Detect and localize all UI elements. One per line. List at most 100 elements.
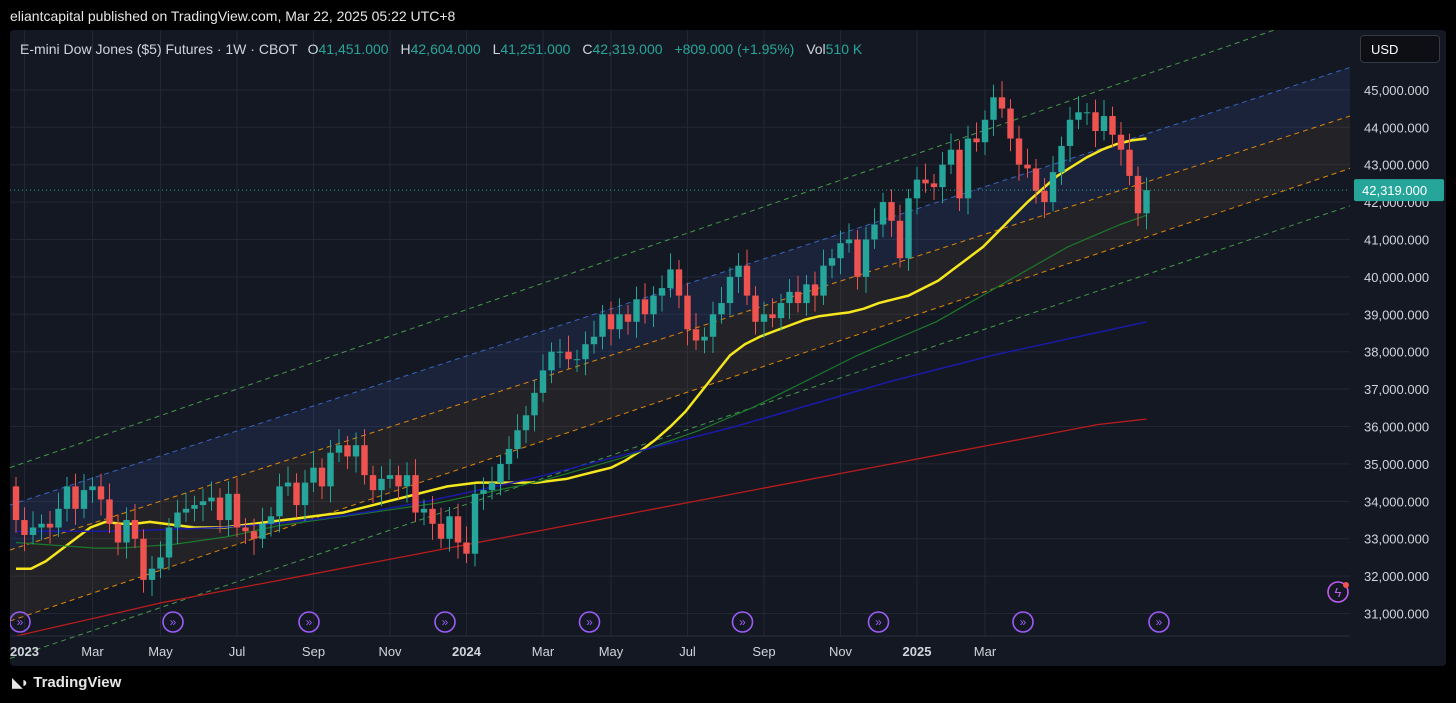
event-arrow-icon: » [1156, 615, 1163, 629]
channel-line-lower [10, 205, 1351, 659]
candle-body [845, 239, 853, 244]
event-arrow-icon: » [17, 615, 24, 629]
candle-body [820, 265, 827, 296]
candle-body [803, 284, 810, 304]
candle-body [1007, 108, 1014, 139]
candle-body [327, 452, 334, 487]
x-tick-label: 2023 [10, 644, 39, 659]
candle-body [1100, 116, 1108, 131]
candle-body [63, 486, 71, 509]
candle-body [998, 97, 1006, 109]
open-value: 41,451.000 [318, 41, 389, 57]
candle-body [250, 531, 258, 539]
candle-body [174, 512, 181, 528]
channel-band-upper [10, 67, 1350, 550]
chart-panel[interactable]: 31,000.000 32,000.000 33,000.000 34,000.000… [10, 30, 1446, 666]
candle-body [701, 336, 708, 341]
candle-body [488, 482, 496, 491]
x-tick-label: 2024 [452, 644, 482, 659]
candle-body [463, 542, 470, 554]
candle-body [888, 202, 895, 221]
candle-body [743, 265, 751, 296]
candle-body [284, 482, 292, 487]
candle-body [395, 475, 402, 487]
candle-body [633, 299, 640, 322]
candle-body [930, 183, 938, 188]
candle-body [1066, 119, 1074, 146]
y-tick-label: 38,000.000 [1364, 345, 1429, 360]
candle-body [718, 303, 725, 315]
x-tick-label: Nov [829, 644, 853, 659]
candle-body [165, 527, 173, 558]
y-tick-label: 33,000.000 [1364, 532, 1429, 547]
lightning-glyph-icon: ϟ [1335, 585, 1342, 600]
candle-body [896, 220, 904, 259]
candle-body [658, 288, 666, 296]
channel-line-outer-upper [10, 30, 1276, 469]
candle-body [352, 445, 360, 457]
x-tick-label: Nov [378, 644, 402, 659]
ma-line-ma200 [15, 418, 1147, 637]
candle-body [267, 516, 275, 524]
candle-body [1083, 112, 1091, 114]
candle-body [89, 486, 96, 491]
y-axis-panel [1350, 30, 1446, 666]
candle-body [548, 351, 555, 371]
event-marker-icon [578, 611, 601, 633]
candle-body [837, 243, 844, 259]
candle-body [55, 508, 62, 528]
price-chart[interactable]: 31,000.000 32,000.000 33,000.000 34,000.000… [10, 30, 1446, 666]
candle-body [1015, 138, 1023, 165]
candle-body [599, 314, 606, 337]
open-label: O [307, 41, 319, 57]
candle-body [369, 475, 377, 491]
candle-body [199, 501, 207, 506]
currency-button[interactable]: USD [1360, 35, 1440, 63]
candle-body [1058, 145, 1065, 173]
candle-body [310, 467, 317, 483]
y-tick-label: 31,000.000 [1364, 607, 1429, 622]
close-value: 42,319.000 [592, 41, 663, 57]
candle-body [403, 475, 411, 487]
candle-body [80, 490, 88, 509]
candle-body [420, 508, 428, 513]
event-marker-icon [10, 611, 31, 633]
channel-band-mid [10, 116, 1350, 622]
volume-value: 510 K [825, 41, 863, 57]
candle-body [378, 478, 385, 491]
channel-line-mid-lower [10, 167, 1351, 622]
event-marker-icon [434, 611, 456, 633]
candle-body [114, 523, 122, 543]
tradingview-logo[interactable]: ◣◗ TradingView [12, 674, 121, 691]
event-marker-icon [867, 611, 890, 633]
event-arrow-icon: » [586, 615, 593, 629]
candle-body [471, 493, 479, 554]
y-tick-label: 37,000.000 [1364, 382, 1429, 397]
candle-body [556, 351, 564, 353]
candle-body [437, 523, 445, 539]
ma-line-ma100 [16, 321, 1147, 533]
candle-body [412, 475, 419, 513]
candle-body [522, 415, 530, 431]
y-tick-label: 44,000.000 [1364, 120, 1429, 135]
y-tick-label: 45,000.000 [1364, 83, 1429, 98]
y-tick-label: 32,000.000 [1364, 569, 1429, 584]
event-arrow-icon: » [442, 615, 449, 629]
candle-body [973, 138, 980, 143]
x-tick-label: Jul [679, 644, 696, 659]
x-tick-label: 2025 [903, 644, 932, 659]
y-tick-label: 41,000.000 [1364, 232, 1429, 247]
event-arrow-icon: » [306, 615, 313, 629]
candle-body [386, 475, 394, 479]
candle-body [1075, 112, 1082, 120]
x-tick-label: Mar [532, 644, 555, 659]
candle-body [148, 568, 156, 580]
candle-body [21, 520, 28, 535]
candle-body [939, 164, 946, 188]
candle-body [97, 486, 105, 500]
candle-body [1126, 149, 1133, 176]
candle-body [854, 239, 861, 277]
last-price-label: 42,319.000 [1362, 183, 1427, 198]
candle-body [1143, 190, 1150, 214]
close-label: C [582, 41, 593, 57]
